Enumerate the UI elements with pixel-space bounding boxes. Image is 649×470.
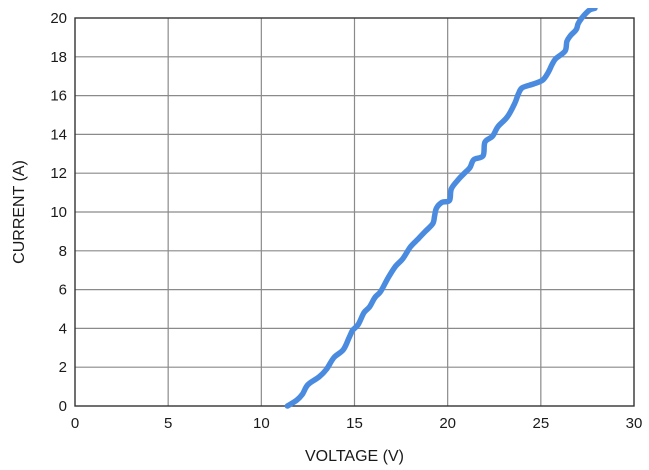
y-tick-label: 20 — [50, 10, 67, 27]
x-tick-label: 10 — [253, 415, 270, 432]
series-line — [284, 8, 598, 409]
y-tick-label: 4 — [59, 320, 67, 337]
x-axis-title: VOLTAGE (V) — [305, 448, 404, 465]
plot-frame — [74, 17, 635, 407]
x-tick-label: 25 — [532, 415, 549, 432]
x-tick-label: 0 — [71, 415, 79, 432]
y-tick-label: 6 — [59, 282, 67, 299]
x-tick-label: 20 — [439, 415, 456, 432]
y-tick-label: 8 — [59, 243, 67, 260]
y-tick-label: 2 — [59, 359, 67, 376]
x-tick-label: 5 — [164, 415, 172, 432]
y-tick-label: 10 — [50, 204, 67, 221]
x-tick-label: 15 — [346, 415, 363, 432]
y-axis-tick-labels: 0 2 4 6 8 10 12 14 16 18 20 — [50, 10, 67, 415]
x-axis-tick-labels: 0 5 10 15 20 25 30 — [71, 415, 643, 432]
x-tick-label: 30 — [626, 415, 643, 432]
y-tick-label: 14 — [50, 126, 67, 143]
grid-lines — [75, 18, 634, 406]
y-tick-label: 16 — [50, 88, 67, 105]
y-tick-label: 18 — [50, 49, 67, 66]
y-axis-title: CURRENT (A) — [11, 160, 28, 264]
y-tick-label: 0 — [59, 398, 67, 415]
y-tick-label: 12 — [50, 165, 67, 182]
